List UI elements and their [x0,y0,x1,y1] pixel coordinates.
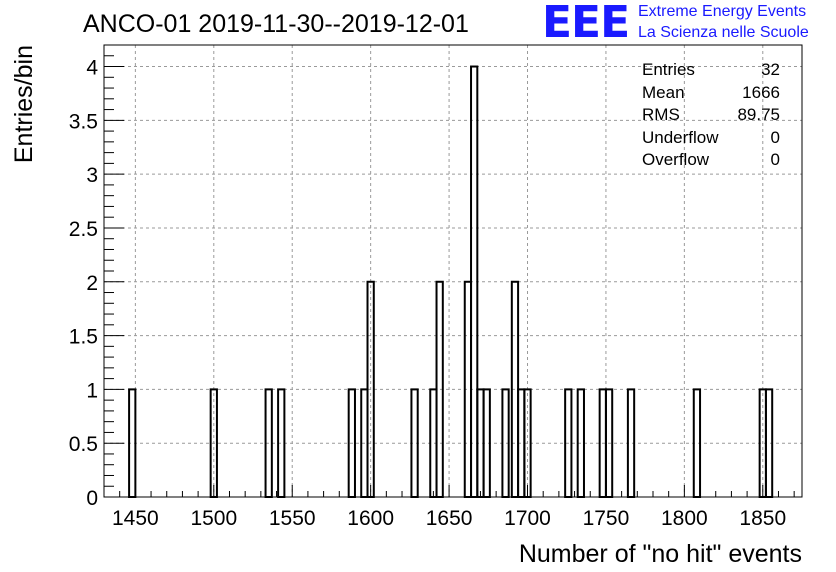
stat-label: RMS [642,105,680,124]
histogram-bar [277,388,286,498]
histogram-bars [128,65,774,499]
x-tick-label: 1750 [583,507,630,530]
stat-value: 1666 [742,82,780,102]
eee-logo-mark: EEE [542,0,630,48]
x-tick-label: 1450 [112,507,159,530]
stat-label: Underflow [642,127,719,147]
stat-value: 32 [761,60,780,79]
y-tick-label: 0.5 [69,433,98,456]
stat-row-mean: Mean 1666 [642,82,780,105]
histogram-bar [482,388,491,498]
stat-label: Entries [642,60,695,79]
x-tick-label: 1500 [190,507,237,530]
stat-value: 0 [770,150,780,169]
histogram-bar [501,388,510,498]
x-tick-label: 1550 [269,507,316,530]
y-tick-label: 3.5 [69,110,98,133]
x-axis-label: Number of "no hit" events [519,540,802,568]
logo-text-line1: Extreme Energy Events [638,3,807,20]
stat-row-entries: Entries 32 [642,59,780,82]
stat-value: 0 [770,127,780,147]
y-tick-label: 2 [86,272,98,295]
grid-lines [104,45,802,497]
stats-box: Entries 32 Mean 1666 RMS 89.75 Underflow… [642,59,780,172]
x-tick-label: 1600 [347,507,394,530]
stat-row-overflow: Overflow 0 [642,149,780,172]
x-tick-label: 1850 [739,507,786,530]
y-tick-label: 0 [86,487,98,510]
stat-label: Overflow [642,150,710,169]
y-axis: 0 0.5 1 1.5 2 2.5 3 3.5 4 [69,44,124,510]
x-tick-label: 1700 [504,507,551,530]
histogram-bar [764,388,774,498]
histogram-bar [128,388,137,498]
stat-row-rms: RMS 89.75 [642,104,780,127]
histogram-bar [410,388,419,498]
histogram-bar [435,280,444,498]
y-tick-label: 3 [86,164,98,187]
stat-value: 89.75 [737,105,780,124]
histogram-bar [626,388,636,498]
y-tick-label: 2.5 [69,218,98,241]
y-tick-label: 4 [86,57,98,80]
y-axis-label: Entries/bin [10,45,38,163]
chart-title: ANCO-01 2019-11-30--2019-12-01 [83,10,469,38]
x-axis: 1450 1500 1550 1600 1650 1700 1750 1800 1850 [103,485,795,530]
stat-row-underflow: Underflow 0 [642,127,780,150]
logo-text-line2: La Scienza nelle Scuole [638,24,809,41]
y-tick-label: 1.5 [69,326,98,349]
histogram-bar [692,388,702,498]
stat-label: Mean [642,82,685,102]
x-tick-label: 1650 [426,507,473,530]
x-tick-label: 1800 [661,507,708,530]
y-tick-label: 1 [86,379,98,402]
